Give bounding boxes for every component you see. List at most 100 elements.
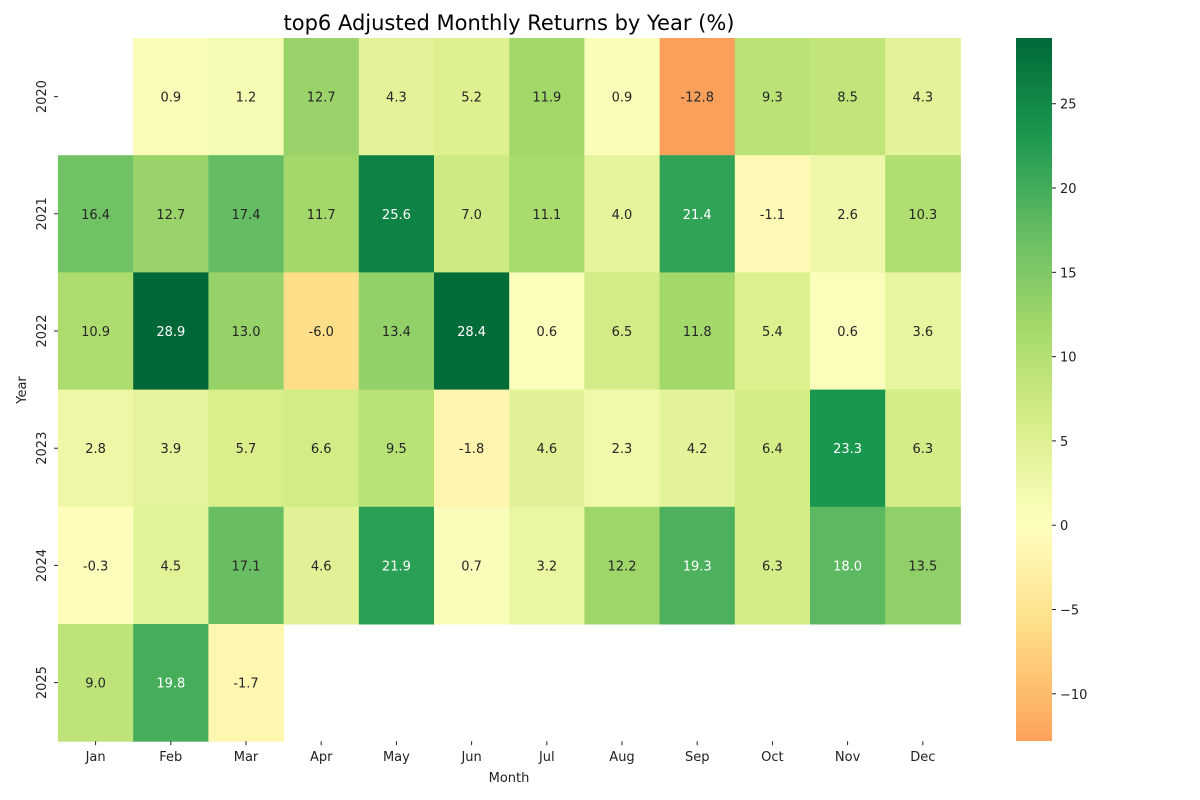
cell-value-label: 5.4 [762,325,783,340]
cell-value-label: 9.3 [762,91,783,106]
colorbar-tick-label: 15 [1060,266,1077,281]
heatmap-cell-2022-jul [509,272,585,391]
heatmap-cell-2020-dec [885,38,961,156]
heatmap-cell-2023-jun [434,389,510,508]
cell-value-label: 4.0 [612,208,633,223]
cell-value-label: -0.3 [83,559,108,574]
heatmap-cell-2025-mar [208,624,285,742]
heatmap-cell-2025-feb [133,624,209,742]
colorbar-tick-label: −5 [1060,604,1079,619]
heatmap-cell-2020-nov [810,38,886,156]
heatmap-cell-2023-apr [283,389,360,508]
y-axis-ticks: 2020 2021 2022 2023 2024 2025 [35,80,58,699]
heatmap-cell-2024-jun [434,506,510,625]
heatmap-cell-2021-apr [283,155,360,273]
cell-value-label: 9.5 [386,442,407,457]
cell-value-label: 5.2 [461,91,482,106]
cell-value-label: 25.6 [382,208,411,223]
heatmap-cell-2021-mar [208,155,285,273]
cell-value-label: 19.3 [683,559,712,574]
heatmap-cell-2020-may [358,38,435,156]
heatmap-cells: 0.9 1.2 12.7 4.3 5.2 11.9 0.9 -12.8 9.3 8.5 4.3 16.… [58,38,961,742]
heatmap-cell-2020-apr [283,38,360,156]
cell-value-label: 1.2 [236,91,257,106]
heatmap-cell-2023-aug [584,389,661,508]
x-tick-label: Oct [761,750,783,765]
heatmap-cell-2020-feb [133,38,209,156]
heatmap-cell-2020-oct [734,38,811,156]
x-tick-label: Aug [609,750,634,765]
x-tick-label: May [383,750,410,765]
heatmap-cell-2021-jan [58,155,134,273]
colorbar-tick-label: 20 [1060,182,1077,197]
y-tick-label: 2023 [35,432,50,465]
heatmap-cell-2022-dec [885,272,961,391]
cell-value-label: 23.3 [833,442,862,457]
cell-value-label: 2.3 [612,442,633,457]
cell-value-label: 11.9 [532,91,561,106]
colorbar-tick-label: 10 [1060,351,1077,366]
heatmap-cell-2024-jul [509,506,585,625]
heatmap-cell-2022-apr [283,272,360,391]
heatmap-cell-2022-oct [734,272,811,391]
cell-value-label: 6.4 [762,442,783,457]
colorbar-tick-label: 0 [1060,519,1068,534]
cell-value-label: 5.7 [236,442,257,457]
x-tick-label: Jan [85,750,106,765]
cell-value-label: 12.7 [307,91,336,106]
heatmap-cell-2023-jul [509,389,585,508]
cell-value-label: 8.5 [837,91,858,106]
y-tick-label: 2024 [35,549,50,582]
heatmap-cell-2024-oct [734,506,811,625]
cell-value-label: 0.6 [837,325,858,340]
y-tick-label: 2021 [35,197,50,230]
cell-value-label: 21.9 [382,559,411,574]
x-tick-label: Jun [460,750,481,765]
cell-value-label: 17.4 [232,208,261,223]
cell-value-label: 4.5 [160,559,181,574]
heatmap-cell-2021-aug [584,155,661,273]
cell-value-label: 4.3 [912,91,933,106]
heatmap-cell-2022-may [358,272,435,391]
cell-value-label: 11.7 [307,208,336,223]
cell-value-label: 4.6 [536,442,557,457]
heatmap-cell-2021-sep [659,155,736,273]
heatmap-cell-2024-may [358,506,435,625]
chart-title: top6 Adjusted Monthly Returns by Year (%… [284,11,735,35]
heatmap-cell-2022-aug [584,272,661,391]
colorbar-tick-label: 25 [1060,98,1077,113]
x-tick-label: Dec [910,750,935,765]
cell-value-label: 6.3 [762,559,783,574]
heatmap-cell-2024-sep [659,506,736,625]
cell-value-label: 2.8 [85,442,106,457]
x-axis-ticks: Jan Feb Mar Apr May Jun Jul Aug Sep Oct Nov Dec [85,741,935,765]
colorbar-ticks: 25 20 15 10 5 0 −5 −10 [1052,98,1087,703]
heatmap-cell-2023-mar [208,389,285,508]
heatmap-cell-2022-sep [659,272,736,391]
heatmap-cell-2023-jan [58,389,134,508]
x-tick-label: Nov [835,750,861,765]
heatmap-cell-2022-jun [434,272,510,391]
heatmap-cell-2023-may [358,389,435,508]
cell-value-label: 0.9 [160,91,181,106]
heatmap-cell-2024-feb [133,506,209,625]
cell-value-label: 19.8 [156,677,185,692]
cell-value-label: 0.9 [612,91,633,106]
heatmap-cell-2023-dec [885,389,961,508]
cell-value-label: 13.0 [232,325,261,340]
heatmap-cell-2023-oct [734,389,811,508]
cell-value-label: 7.0 [461,208,482,223]
heatmap-cell-2020-jun [434,38,510,156]
heatmap-cell-2024-apr [283,506,360,625]
heatmap-cell-2020-aug [584,38,661,156]
x-tick-label: Feb [159,750,182,765]
cell-value-label: 12.2 [608,559,637,574]
cell-value-label: 13.4 [382,325,411,340]
cell-value-label: 4.2 [687,442,708,457]
y-tick-label: 2025 [35,666,50,699]
cell-value-label: -1.8 [459,442,484,457]
x-tick-label: Apr [310,750,333,765]
cell-value-label: 3.9 [160,442,181,457]
cell-value-label: 2.6 [837,208,858,223]
